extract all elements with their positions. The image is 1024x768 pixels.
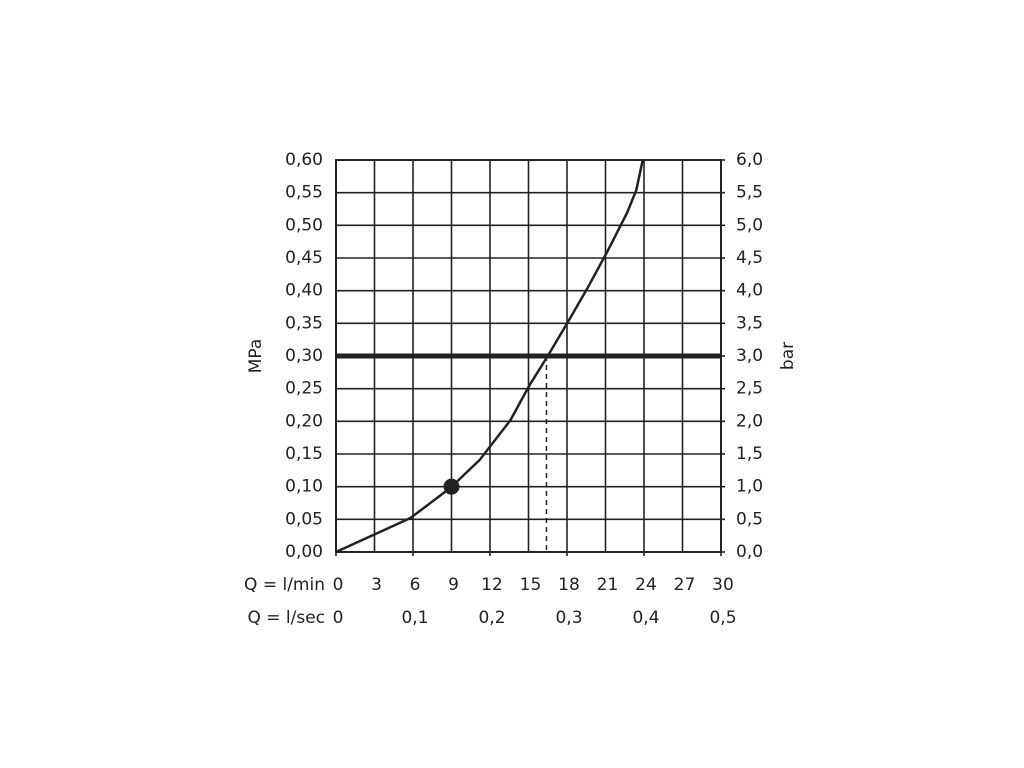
y2-tick-label: 5,5 [736, 183, 763, 203]
y2-tick-label: 5,0 [736, 215, 763, 235]
y-tick-label: 0,40 [285, 281, 323, 301]
x-tick-label: 27 [674, 575, 696, 595]
y-tick-label: 0,35 [285, 313, 323, 333]
x2-axis-label: Q = l/sec [247, 608, 325, 628]
y-tick-label: 0,60 [285, 150, 323, 170]
y2-tick-label: 0,5 [736, 509, 763, 529]
y2-tick-label: 2,5 [736, 379, 763, 399]
x-tick-label: 0 [333, 575, 344, 595]
y-tick-label: 0,25 [285, 379, 323, 399]
highlight-point [443, 478, 460, 495]
y2-tick-label: 6,0 [736, 150, 763, 170]
x-tick-label: 24 [635, 575, 657, 595]
y-tick-label: 0,45 [285, 248, 323, 268]
y-axis-label: MPa [246, 339, 266, 374]
x2-tick-label: 0 [333, 608, 344, 628]
y-tick-label: 0,05 [285, 509, 323, 529]
x-tick-label: 18 [558, 575, 580, 595]
y2-tick-label: 3,5 [736, 313, 763, 333]
x-tick-label: 9 [448, 575, 459, 595]
y2-axis-label: bar [778, 342, 798, 370]
x-tick-label: 15 [520, 575, 542, 595]
y-tick-label: 0,15 [285, 444, 323, 464]
y-tick-label: 0,55 [285, 183, 323, 203]
y-tick-label: 0,30 [285, 346, 323, 366]
x-tick-label: 3 [371, 575, 382, 595]
y-tick-label: 0,20 [285, 411, 323, 431]
x-axis-label: Q = l/min [244, 575, 325, 595]
y-tick-label: 0,10 [285, 477, 323, 497]
y2-tick-label: 4,0 [736, 281, 763, 301]
x2-tick-label: 0,2 [478, 608, 505, 628]
y2-tick-label: 0,0 [736, 542, 763, 562]
x-tick-label: 21 [597, 575, 619, 595]
y2-tick-label: 2,0 [736, 411, 763, 431]
y-tick-label: 0,50 [285, 215, 323, 235]
x-tick-label: 30 [712, 575, 734, 595]
y-tick-label: 0,00 [285, 542, 323, 562]
x2-tick-label: 0,1 [401, 608, 428, 628]
x2-tick-label: 0,5 [709, 608, 736, 628]
x-tick-label: 12 [481, 575, 503, 595]
y2-tick-label: 1,0 [736, 477, 763, 497]
y2-tick-label: 1,5 [736, 444, 763, 464]
y2-tick-label: 3,0 [736, 346, 763, 366]
y2-tick-label: 4,5 [736, 248, 763, 268]
x-tick-label: 6 [410, 575, 421, 595]
x2-tick-label: 0,3 [555, 608, 582, 628]
x2-tick-label: 0,4 [632, 608, 659, 628]
